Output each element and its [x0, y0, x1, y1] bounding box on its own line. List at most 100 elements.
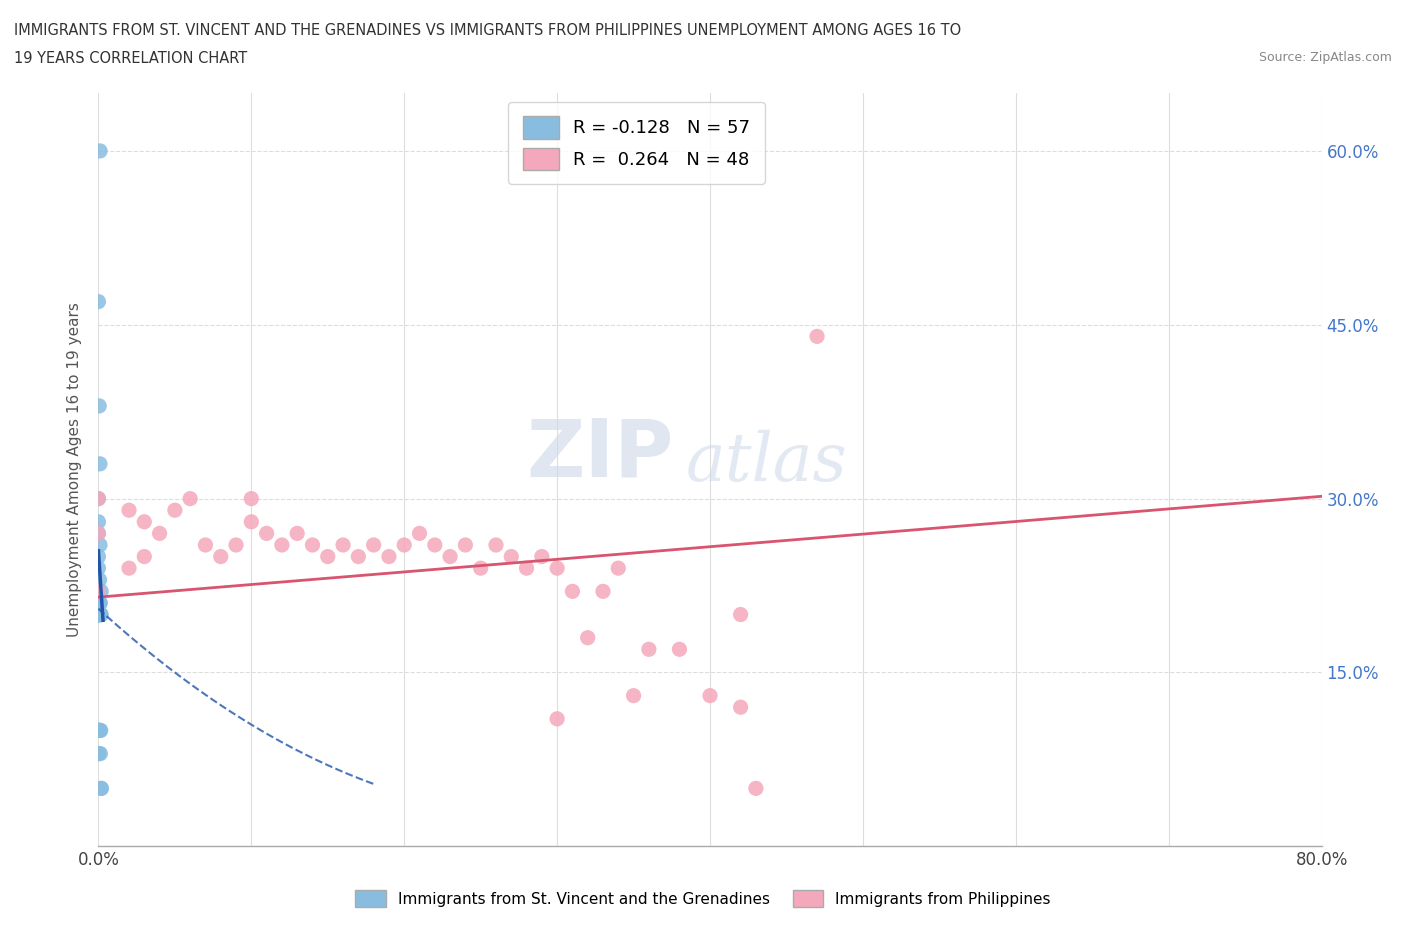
Point [87, 607, 110, 622]
Point [806, 329, 828, 344]
Point [87, 607, 110, 622]
Point [87, 607, 110, 622]
Point [423, 538, 446, 552]
Point [470, 561, 492, 576]
Point [179, 491, 201, 506]
Point [90, 607, 112, 622]
Point [87, 584, 110, 599]
Legend: Immigrants from St. Vincent and the Grenadines, Immigrants from Philippines: Immigrants from St. Vincent and the Gren… [349, 884, 1057, 913]
Point [87, 549, 110, 564]
Point [285, 526, 308, 541]
Point [516, 561, 538, 576]
Point [118, 503, 141, 518]
Point [87, 607, 110, 622]
Text: ZIP: ZIP [526, 416, 673, 494]
Point [546, 711, 568, 726]
Point [87, 526, 110, 541]
Point [87, 607, 110, 622]
Point [89, 538, 111, 552]
Text: atlas: atlas [686, 430, 848, 495]
Point [87, 607, 110, 622]
Point [87, 607, 110, 622]
Point [439, 549, 461, 564]
Point [530, 549, 553, 564]
Point [87, 723, 110, 737]
Point [87, 746, 110, 761]
Point [87, 723, 110, 737]
Point [89, 595, 111, 610]
Point [89, 143, 111, 158]
Point [316, 549, 339, 564]
Point [607, 561, 630, 576]
Point [90, 723, 112, 737]
Point [87, 607, 110, 622]
Point [485, 538, 508, 552]
Point [87, 723, 110, 737]
Point [194, 538, 217, 552]
Point [270, 538, 292, 552]
Point [332, 538, 354, 552]
Point [301, 538, 323, 552]
Point [256, 526, 278, 541]
Point [89, 723, 111, 737]
Point [149, 526, 172, 541]
Point [561, 584, 583, 599]
Point [87, 526, 110, 541]
Point [240, 514, 263, 529]
Point [87, 607, 110, 622]
Point [87, 723, 110, 737]
Point [546, 561, 568, 576]
Point [89, 595, 111, 610]
Point [90, 607, 112, 622]
Point [89, 398, 111, 413]
Point [225, 538, 247, 552]
Point [501, 549, 523, 564]
Y-axis label: Unemployment Among Ages 16 to 19 years: Unemployment Among Ages 16 to 19 years [67, 302, 83, 637]
Point [89, 572, 111, 587]
Point [87, 723, 110, 737]
Point [90, 607, 112, 622]
Point [378, 549, 401, 564]
Point [90, 781, 112, 796]
Point [87, 746, 110, 761]
Point [89, 607, 111, 622]
Point [576, 631, 599, 645]
Point [87, 491, 110, 506]
Text: 19 YEARS CORRELATION CHART: 19 YEARS CORRELATION CHART [14, 51, 247, 66]
Point [87, 561, 110, 576]
Point [89, 607, 111, 622]
Point [87, 491, 110, 506]
Point [87, 607, 110, 622]
Point [454, 538, 477, 552]
Point [730, 699, 752, 714]
Point [623, 688, 645, 703]
Point [89, 746, 111, 761]
Point [209, 549, 232, 564]
Point [89, 607, 111, 622]
Point [392, 538, 416, 552]
Point [89, 607, 111, 622]
Point [730, 607, 752, 622]
Point [87, 607, 110, 622]
Point [90, 584, 112, 599]
Point [87, 607, 110, 622]
Text: IMMIGRANTS FROM ST. VINCENT AND THE GRENADINES VS IMMIGRANTS FROM PHILIPPINES UN: IMMIGRANTS FROM ST. VINCENT AND THE GREN… [14, 23, 962, 38]
Point [87, 584, 110, 599]
Point [699, 688, 721, 703]
Point [363, 538, 385, 552]
Point [347, 549, 370, 564]
Point [89, 607, 111, 622]
Point [87, 294, 110, 309]
Point [87, 514, 110, 529]
Point [668, 642, 690, 657]
Point [89, 607, 111, 622]
Point [87, 595, 110, 610]
Point [87, 607, 110, 622]
Point [408, 526, 430, 541]
Point [240, 491, 263, 506]
Text: Source: ZipAtlas.com: Source: ZipAtlas.com [1258, 51, 1392, 64]
Point [89, 607, 111, 622]
Point [87, 607, 110, 622]
Point [90, 781, 112, 796]
Point [89, 457, 111, 472]
